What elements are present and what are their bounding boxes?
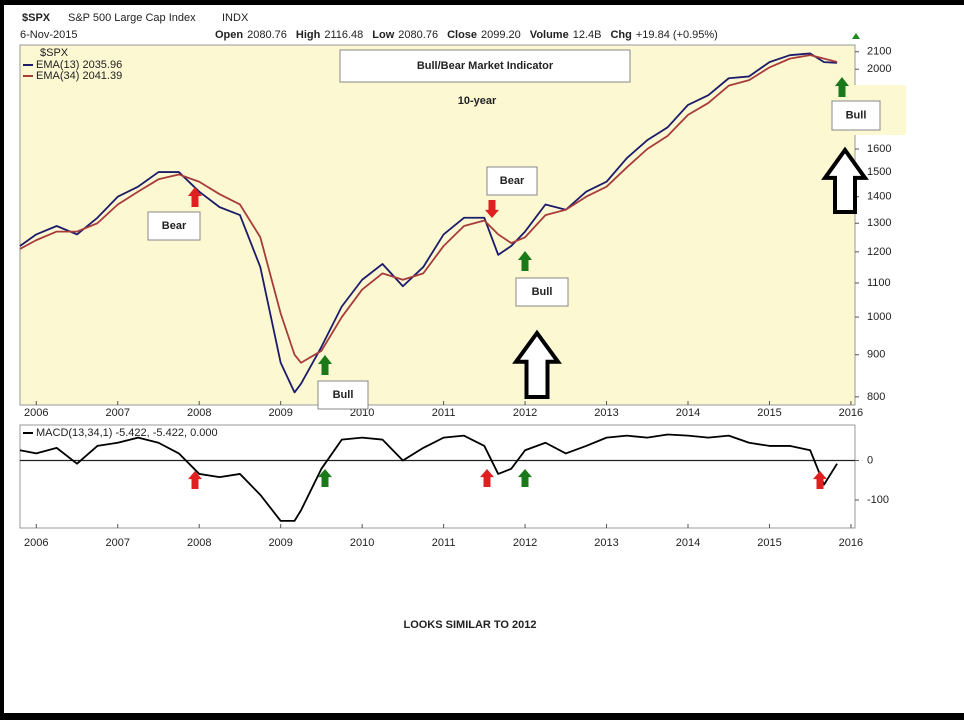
y-tick-label: 1000 — [867, 311, 891, 323]
quote-label: Chg — [610, 29, 631, 41]
x-tick-label: 2009 — [268, 537, 292, 549]
y-tick-label: -100 — [867, 494, 889, 506]
x-tick-label: 2013 — [594, 407, 618, 419]
y-tick-label: 800 — [867, 391, 885, 403]
quote-value: 2116.48 — [324, 29, 363, 41]
exchange: INDX — [222, 12, 249, 24]
quote-label: Low — [372, 29, 394, 41]
x-tick-label: 2014 — [676, 537, 700, 549]
annotation-box — [486, 166, 538, 196]
y-tick-label: 1600 — [867, 143, 891, 155]
arrow — [318, 355, 332, 375]
x-tick-label: 2016 — [839, 537, 863, 549]
x-tick-label: 2006 — [24, 537, 48, 549]
annotation: 10-year — [458, 95, 497, 107]
arrow — [480, 469, 494, 487]
x-tick-label: 2016 — [839, 407, 863, 419]
legend-label: EMA(13) 2035.96 — [36, 59, 122, 71]
arrow — [512, 329, 562, 399]
x-tick-label: 2006 — [24, 407, 48, 419]
y-tick-label: 900 — [867, 349, 885, 361]
annotation: Bull — [532, 286, 553, 298]
x-tick-label: 2008 — [187, 537, 211, 549]
quote-label: Open — [215, 29, 243, 41]
symbol: $SPX — [22, 12, 51, 24]
quote-value: 2099.20 — [481, 29, 521, 41]
annotation: Bull — [846, 109, 867, 121]
arrow — [188, 187, 202, 207]
annotation-box — [831, 100, 881, 131]
quote-label: High — [296, 29, 321, 41]
y-tick-label: 1300 — [867, 217, 891, 229]
y-tick-label: 1500 — [867, 166, 891, 178]
x-tick-label: 2009 — [268, 407, 292, 419]
y-tick-label: 1100 — [867, 277, 891, 289]
x-tick-label: 2015 — [757, 407, 781, 419]
y-tick-label: 2000 — [867, 63, 891, 75]
x-tick-label: 2011 — [432, 537, 456, 549]
x-tick-label: 2012 — [513, 537, 537, 549]
series-line — [19, 52, 838, 394]
y-tick-label: 2100 — [867, 46, 891, 58]
x-tick-label: 2010 — [350, 407, 374, 419]
legend-label: EMA(34) 2041.39 — [36, 70, 122, 82]
legend-label: MACD(13,34,1) -5.422, -5.422, 0.000 — [36, 427, 218, 439]
index-name: S&P 500 Large Cap Index — [68, 12, 196, 24]
annotation: Bull/Bear Market Indicator — [417, 60, 554, 72]
x-tick-label: 2010 — [350, 537, 374, 549]
x-tick-label: 2014 — [676, 407, 700, 419]
legend-title: $SPX — [40, 47, 69, 59]
series-line — [19, 433, 838, 522]
arrow — [813, 471, 827, 489]
x-tick-label: 2015 — [757, 537, 781, 549]
annotation: Bear — [500, 175, 525, 187]
quote-value: 2080.76 — [398, 29, 438, 41]
arrow — [188, 471, 202, 489]
arrow — [518, 251, 532, 271]
y-tick-label: 1400 — [867, 191, 891, 203]
annotation-box — [515, 277, 569, 307]
quote-label: Close — [447, 29, 477, 41]
annotation: Bull — [333, 389, 354, 401]
arrow — [485, 200, 499, 218]
quote-value: 12.4B — [573, 29, 602, 41]
up-triangle — [852, 33, 860, 39]
quote-label: Volume — [530, 29, 569, 41]
annotation-box — [147, 211, 201, 241]
date: 6-Nov-2015 — [20, 29, 77, 41]
arrow — [835, 77, 849, 97]
y-tick-label: 1200 — [867, 246, 891, 258]
x-tick-label: 2007 — [106, 537, 130, 549]
arrow — [318, 469, 332, 487]
x-tick-label: 2008 — [187, 407, 211, 419]
annotation-box — [339, 49, 631, 83]
quote-value: +19.84 (+0.95%) — [636, 29, 718, 41]
x-tick-label: 2012 — [513, 407, 537, 419]
x-tick-label: 2007 — [106, 407, 130, 419]
x-tick-label: 2013 — [594, 537, 618, 549]
arrow — [821, 146, 869, 214]
x-tick-label: 2011 — [432, 407, 456, 419]
series-line — [19, 54, 838, 364]
annotation-box — [317, 380, 369, 410]
plot-area — [19, 44, 856, 406]
y-tick-label: 0 — [867, 454, 873, 466]
annotation: Bear — [162, 220, 187, 232]
arrow — [518, 469, 532, 487]
quote-value: 2080.76 — [247, 29, 287, 41]
caption: LOOKS SIMILAR TO 2012 — [403, 619, 536, 631]
